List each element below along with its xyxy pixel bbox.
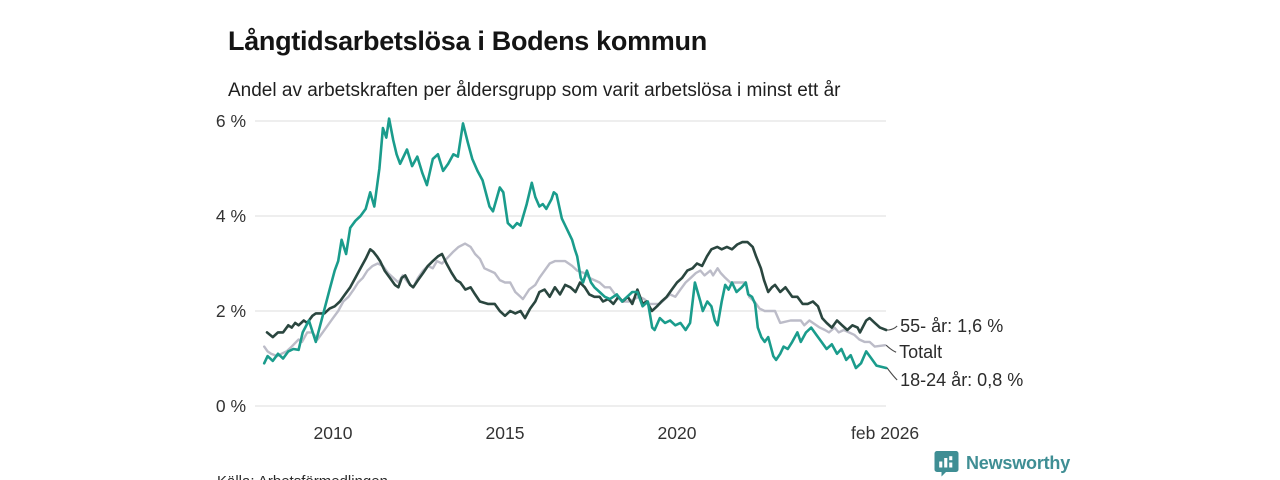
y-axis-tick-label: 2 % — [216, 301, 246, 321]
newsworthy-brand: Newsworthy — [934, 450, 1070, 477]
series-label-leader — [887, 325, 898, 331]
series-line-18-24-r — [262, 117, 888, 370]
series-line-55-r — [265, 240, 888, 339]
y-axis-tick-label: 0 % — [216, 396, 246, 416]
y-axis-tick-label: 6 % — [216, 111, 246, 131]
x-axis-tick-label: feb 2026 — [851, 423, 919, 443]
x-axis-tick-label: 2020 — [658, 423, 697, 443]
x-axis-tick-label: 2015 — [486, 423, 525, 443]
y-axis-tick-label: 4 % — [216, 206, 246, 226]
x-axis-tick-label: 2010 — [314, 423, 353, 443]
chart-subtitle: Andel av arbetskraften per åldersgrupp s… — [228, 80, 841, 101]
page-title: Långtidsarbetslösa i Bodens kommun — [228, 26, 707, 57]
series-end-label: 18-24 år: 0,8 % — [900, 370, 1023, 390]
newsworthy-brand-name: Newsworthy — [966, 453, 1071, 473]
newsworthy-logo-icon — [934, 451, 959, 477]
series-end-label: Totalt — [899, 342, 942, 362]
series-label-leader — [885, 344, 897, 353]
source-note: Källa: Arbetsförmedlingen — [217, 473, 388, 480]
series-end-label: 55- år: 1,6 % — [900, 316, 1003, 336]
series-line-totalt — [263, 242, 887, 358]
series-label-leader — [886, 367, 898, 381]
